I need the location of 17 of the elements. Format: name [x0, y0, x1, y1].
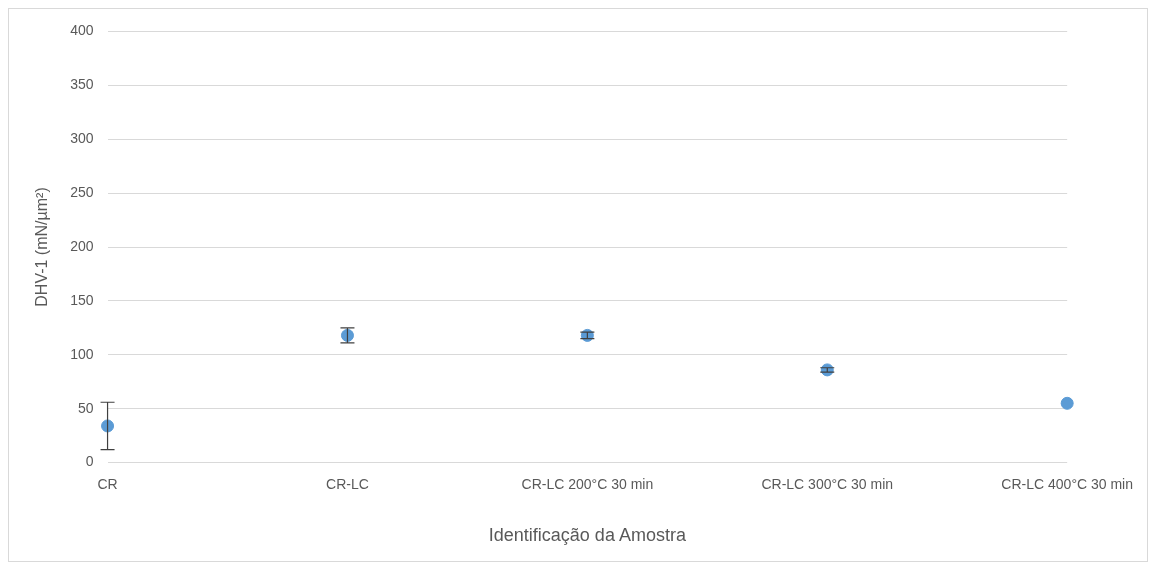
y-tick-label: 150: [70, 291, 94, 308]
y-tick-label: 250: [70, 183, 94, 200]
point: [1060, 396, 1074, 410]
y-tick-label: 350: [70, 76, 94, 93]
y-tick-label: 0: [85, 453, 94, 470]
y-tick-label: 400: [70, 22, 94, 39]
x-tick-label: CR-LC: [326, 475, 369, 492]
y-tick-label: 200: [70, 237, 94, 254]
x-tick-label: CR: [97, 475, 118, 492]
x-tick-label: CR-LC 300°C 30 min: [761, 475, 894, 492]
y-tick-label: 300: [70, 130, 94, 147]
x-tick-label: CR-LC 200°C 30 min: [521, 475, 654, 492]
x-axis-title: Identificação da Amostra: [488, 525, 687, 546]
y-axis-title: DHV-1 (mN/µm²): [33, 187, 51, 307]
y-tick-label: 100: [70, 345, 94, 362]
x-tick-label: CR-LC 400°C 30 min: [1001, 475, 1133, 492]
y-tick-label: 50: [77, 399, 94, 416]
